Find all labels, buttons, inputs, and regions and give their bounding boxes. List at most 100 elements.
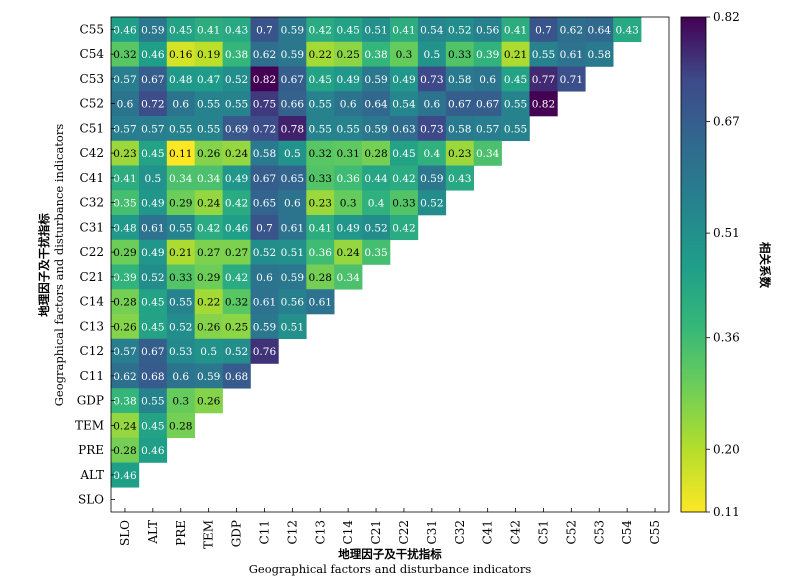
heatmap-cell: [222, 140, 251, 166]
heatmap-cell: [445, 165, 474, 191]
heatmap-cell: [362, 17, 391, 43]
cell-value-label: 0.63: [392, 123, 415, 135]
x-tick-label: C13: [313, 520, 327, 544]
cell-value-label: 0.54: [420, 24, 444, 36]
heatmap-cell: [473, 66, 502, 92]
cell-value-label: 0.45: [141, 297, 164, 309]
heatmap-cell: [111, 437, 140, 463]
heatmap-cell: [278, 215, 307, 241]
heatmap-cell: [222, 17, 251, 43]
cell-value-label: 0.58: [588, 49, 611, 61]
cell-value-label: 0.27: [197, 247, 220, 259]
cell-value-label: 0.52: [420, 198, 443, 210]
cell-value-label: 0.26: [197, 321, 221, 333]
heatmap-cell: [111, 264, 140, 290]
heatmap-cell: [138, 239, 168, 265]
heatmap-cell: [362, 91, 391, 117]
cell-value-label: 0.45: [504, 74, 527, 86]
cell-value-label: 0.65: [253, 198, 276, 210]
heatmap-cell: [194, 165, 223, 191]
y-tick-label: C14: [80, 295, 105, 309]
cell-value-label: 0.6: [340, 99, 357, 111]
cell-value-label: 0.23: [309, 198, 332, 210]
y-tick-label: SLO: [78, 493, 104, 507]
y-tick-label: C52: [80, 97, 104, 111]
heatmap-cell: [138, 66, 168, 92]
cell-value-label: 0.6: [117, 99, 134, 111]
heatmap-cell: [194, 41, 223, 67]
heatmap-cell: [306, 190, 335, 216]
x-tick-label: TEM: [202, 520, 216, 549]
heatmap-cell: [250, 165, 279, 191]
cell-value-label: 0.52: [448, 24, 471, 36]
heatmap-cell: [166, 91, 195, 117]
y-axis-label-cn: 地理因子及干扰指标: [37, 213, 51, 317]
heatmap-cell: [473, 140, 502, 166]
heatmap-cell: [138, 264, 168, 290]
heatmap-cell: [278, 140, 307, 166]
cell-value-label: 0.6: [172, 371, 189, 383]
cell-value-label: 0.56: [281, 297, 305, 309]
cell-value-label: 0.61: [309, 297, 332, 309]
cell-value-label: 0.29: [169, 198, 192, 210]
cell-value-label: 0.55: [504, 99, 527, 111]
cell-value-label: 0.52: [253, 247, 276, 259]
cell-value-label: 0.32: [113, 49, 136, 61]
heatmap-cell: [250, 190, 279, 216]
y-tick-label: PRE: [78, 443, 104, 457]
cell-value-label: 0.55: [169, 222, 192, 234]
heatmap-cell: [138, 91, 168, 117]
cell-value-label: 0.55: [197, 123, 220, 135]
heatmap-cell: [417, 17, 447, 43]
colorbar-tick-label: 0.20: [713, 442, 740, 456]
heatmap-cell: [278, 91, 307, 117]
cell-value-label: 0.77: [532, 74, 555, 86]
cell-value-label: 0.45: [169, 24, 192, 36]
y-tick-label: C12: [80, 344, 104, 358]
heatmap-cell: [278, 289, 307, 315]
heatmap-cell: [417, 165, 447, 191]
cell-value-label: 0.45: [309, 74, 332, 86]
cell-value-label: 0.34: [476, 148, 500, 160]
heatmap-cell: [111, 140, 140, 166]
cell-value-label: 0.38: [113, 396, 136, 408]
cell-value-label: 0.57: [141, 123, 164, 135]
y-tick-label: C51: [80, 121, 104, 135]
heatmap-cell: [194, 17, 223, 43]
x-tick-label: C11: [257, 520, 271, 544]
heatmap-cell: [417, 190, 447, 216]
heatmap-cell: [166, 165, 195, 191]
heatmap-cell: [166, 17, 195, 43]
heatmap-cell: [557, 66, 586, 92]
x-tick-label: C21: [369, 520, 383, 544]
cell-value-label: 0.46: [113, 24, 137, 36]
heatmap-cell: [334, 215, 363, 241]
cell-value-label: 0.62: [253, 49, 276, 61]
heatmap-cell: [111, 314, 140, 340]
cell-value-label: 0.39: [476, 49, 499, 61]
cell-value-label: 0.19: [197, 49, 220, 61]
cell-value-label: 0.59: [364, 123, 387, 135]
heatmap-cell: [194, 289, 223, 315]
cell-value-label: 0.56: [476, 24, 500, 36]
cell-value-label: 0.29: [197, 272, 220, 284]
cell-value-label: 0.5: [144, 173, 161, 185]
cell-value-label: 0.49: [336, 74, 359, 86]
heatmap-cell: [250, 116, 279, 142]
heatmap-cell: [194, 91, 223, 117]
x-tick-label: C32: [453, 520, 467, 544]
heatmap-cell: [334, 264, 363, 290]
heatmap-cell: [334, 140, 363, 166]
cell-value-label: 0.65: [281, 173, 304, 185]
heatmap-cell: [501, 17, 530, 43]
cell-value-label: 0.24: [113, 420, 137, 432]
heatmap-cell: [501, 91, 530, 117]
heatmap-cell: [390, 41, 419, 67]
cell-value-label: 0.43: [225, 24, 248, 36]
cell-value-label: 0.7: [256, 24, 273, 36]
heatmap-cell: [585, 41, 614, 67]
heatmap-cell: [278, 17, 307, 43]
cell-value-label: 0.49: [392, 74, 415, 86]
cell-value-label: 0.49: [141, 198, 164, 210]
heatmap-cell: [222, 190, 251, 216]
